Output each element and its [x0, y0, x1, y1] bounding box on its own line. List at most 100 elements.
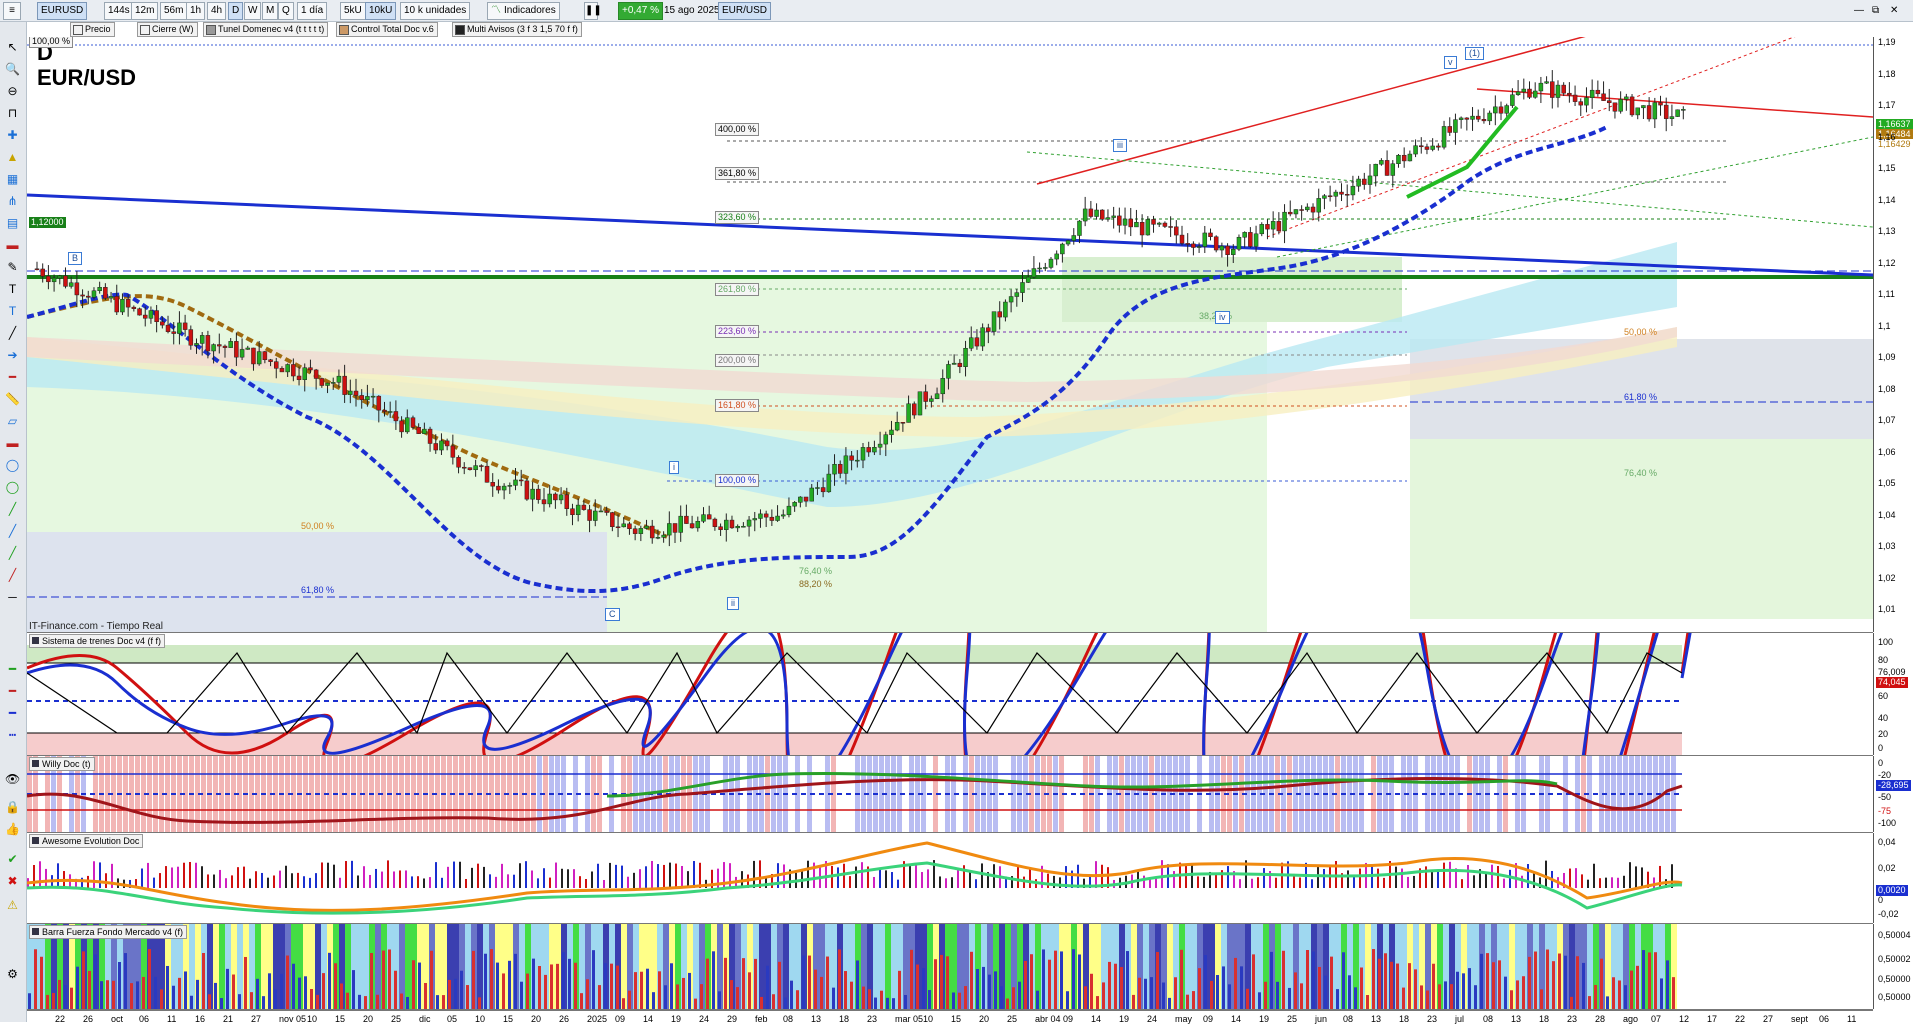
willy-panel[interactable]: Willy Doc (t) — [27, 756, 1873, 833]
candle — [701, 514, 706, 522]
candle — [1470, 115, 1475, 120]
candle — [695, 520, 701, 529]
barra-bar — [328, 952, 331, 1009]
ind-multi[interactable]: Multi Avisos (3 f 3 1,5 70 f f) — [452, 22, 582, 37]
red-line-icon[interactable]: ━ — [8, 684, 17, 698]
delete-icon[interactable]: ✖ — [7, 874, 18, 888]
date-label: 24 — [1147, 1014, 1158, 1024]
lock-icon[interactable]: 🔒 — [5, 800, 20, 814]
pause-icon[interactable]: ❚❚ — [584, 2, 602, 20]
fib-icon[interactable]: ▬ — [6, 436, 19, 450]
awesome-title[interactable]: Awesome Evolution Doc — [29, 834, 144, 848]
warning-icon[interactable]: ⚠ — [7, 898, 18, 912]
down-line-icon[interactable]: ╱ — [8, 568, 17, 582]
candle — [649, 525, 655, 539]
barra-bar — [1312, 951, 1315, 1009]
ellipse-icon[interactable]: ◯ — [5, 458, 20, 472]
date-axis[interactable]: 22 26 oct 06 11 16 21 27 nov 05 10 15 20 25 dic 05 10 15… — [27, 1010, 1873, 1030]
ao-bar — [369, 874, 371, 888]
trenes-panel[interactable]: Sistema de trenes Doc v4 (f f) — [27, 633, 1873, 756]
grid-icon[interactable]: ▦ — [6, 172, 19, 186]
ind-price[interactable]: Precio — [70, 22, 115, 37]
date-label: 10 — [307, 1014, 318, 1024]
barra-bar — [988, 974, 991, 1009]
candle — [1145, 219, 1151, 236]
indicators-button[interactable]: 〽 Indicadores — [487, 2, 560, 20]
willy-axis[interactable]: 0 -20 -28,695 -50 -75 -100 — [1873, 756, 1913, 832]
check-icon[interactable]: ✔ — [7, 852, 18, 866]
hline2-icon[interactable]: ─ — [8, 590, 17, 604]
ind-tunel[interactable]: Tunel Domenec v4 (t t t t t) — [203, 22, 329, 37]
tf-144s[interactable]: 144s — [104, 2, 134, 20]
trenes-axis[interactable]: 100 80 76,009 74,045 60 40 20 0 — [1873, 633, 1913, 755]
up-arrow-icon[interactable]: ╱ — [8, 546, 17, 560]
barra-title[interactable]: Barra Fuerza Fondo Mercado v4 (f) — [29, 925, 188, 939]
circle-icon[interactable]: ◯ — [5, 480, 20, 494]
barra-bg — [987, 924, 993, 1009]
tf-12m[interactable]: 12m — [131, 2, 159, 20]
text-style-icon[interactable]: T — [8, 304, 17, 318]
units-10k[interactable]: 10kU — [365, 2, 397, 20]
alert-icon[interactable]: ▲ — [6, 150, 19, 164]
ind-close[interactable]: Cierre (W) — [137, 22, 198, 37]
pen-icon[interactable]: ✎ — [7, 260, 18, 274]
close-icon[interactable]: ✕ — [1890, 5, 1899, 16]
candles-group — [34, 70, 1686, 547]
barra-bar — [646, 968, 649, 1009]
tf-m[interactable]: M — [262, 2, 279, 20]
barra-bg — [1287, 924, 1293, 1009]
restore-icon[interactable]: ⧉ — [1872, 5, 1880, 16]
candle — [1532, 90, 1538, 98]
units-5k[interactable]: 5kU — [340, 2, 366, 20]
barra-panel[interactable]: Barra Fuerza Fondo Mercado v4 (f) — [27, 924, 1873, 1010]
barra-bg — [663, 924, 669, 1009]
settings-icon[interactable]: ⚙ — [7, 967, 18, 981]
dash-line-icon[interactable]: ┅ — [8, 728, 17, 742]
zoom-out-icon[interactable]: ⊖ — [7, 84, 18, 98]
tf-56m[interactable]: 56m — [160, 2, 188, 20]
channel-icon[interactable]: ▱ — [7, 414, 18, 428]
magnet-icon[interactable]: ⊓ — [7, 106, 18, 120]
hline-icon[interactable]: ━ — [8, 370, 17, 384]
green-line-icon[interactable]: ━ — [8, 662, 17, 676]
awesome-axis[interactable]: 0,04 0,02 0,0020 0 -0,02 — [1873, 833, 1913, 923]
text-icon[interactable]: T — [8, 282, 17, 296]
volume-select[interactable]: 10 k unidades — [400, 2, 471, 20]
willy-title[interactable]: Willy Doc (t) — [29, 757, 95, 771]
tf-4h[interactable]: 4h — [207, 2, 227, 20]
barra-axis[interactable]: 0,50004 0,50002 0,50000 0,50000 — [1873, 924, 1913, 1009]
ind-control[interactable]: Control Total Doc v.6 — [336, 22, 438, 37]
period-select[interactable]: 1 día — [297, 2, 328, 20]
barra-bg — [219, 924, 225, 1009]
trenes-title[interactable]: Sistema de trenes Doc v4 (f f) — [29, 634, 166, 648]
arrow-icon[interactable]: ➔ — [7, 348, 18, 362]
minimize-icon[interactable]: — — [1854, 5, 1864, 16]
trend-icon[interactable]: ╱ — [8, 502, 17, 516]
cursor-icon[interactable]: ✚ — [7, 128, 18, 142]
rect-icon[interactable]: ▬ — [6, 238, 19, 252]
eye-icon[interactable]: 👁 — [5, 772, 21, 786]
ruler-icon[interactable]: 📏 — [5, 392, 20, 406]
blue-line-icon[interactable]: ━ — [8, 706, 17, 720]
barra-bar — [1120, 967, 1123, 1009]
trend2-icon[interactable]: ╱ — [8, 524, 17, 538]
tf-q[interactable]: Q — [278, 2, 294, 20]
barra-bar — [868, 989, 871, 1009]
fork-icon[interactable]: ⋔ — [7, 194, 18, 208]
awesome-panel[interactable]: Awesome Evolution Doc — [27, 833, 1873, 924]
pointer-icon[interactable]: ↖ — [7, 40, 18, 54]
layers-icon[interactable]: ▤ — [6, 216, 19, 230]
thumb-icon[interactable]: 👍 — [5, 822, 20, 836]
zoom-icon[interactable]: 🔍 — [5, 62, 20, 76]
line-icon[interactable]: ╱ — [8, 326, 17, 340]
tf-1h[interactable]: 1h — [186, 2, 206, 20]
ao-bar — [183, 862, 185, 888]
price-chart[interactable]: D EUR/USD 100,00 % 1,12000 400,00 % 361,… — [27, 37, 1873, 633]
tf-w[interactable]: W — [244, 2, 262, 20]
symbol-selector[interactable]: EURUSD — [37, 2, 88, 20]
tf-d[interactable]: D — [228, 2, 244, 20]
barra-bg — [1425, 924, 1431, 1009]
price-axis[interactable]: 1,16637 1,16484 1,16429 1,19 1,18 1,17 1,16… — [1873, 37, 1913, 632]
barra-bar — [712, 951, 715, 1009]
menu-icon[interactable]: ≡ — [3, 2, 21, 20]
